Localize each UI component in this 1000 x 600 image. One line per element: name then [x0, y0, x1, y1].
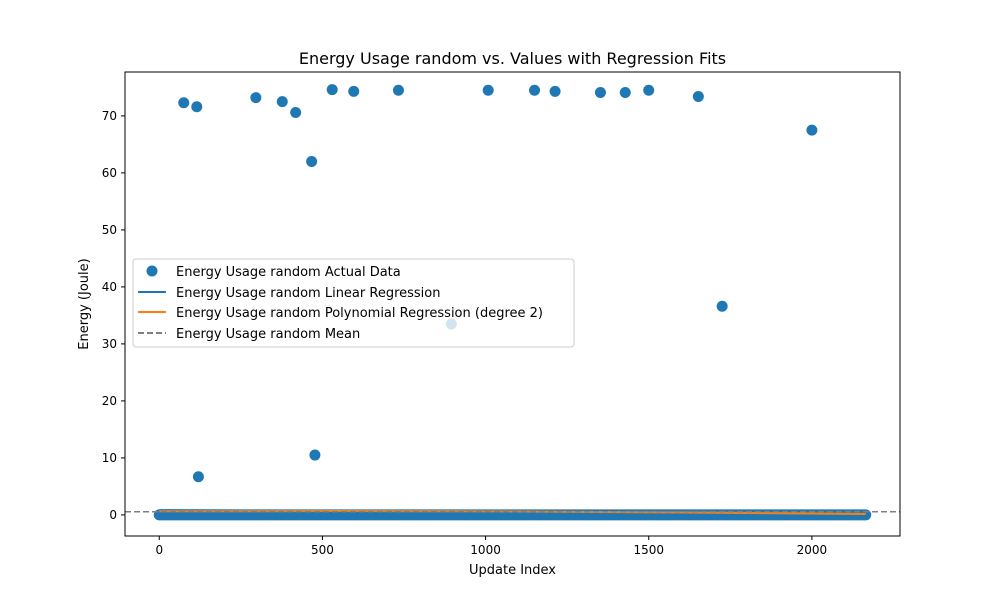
y-tick-label: 70 [102, 109, 117, 123]
data-point [348, 85, 360, 97]
legend: Energy Usage random Actual Data Energy U… [132, 258, 575, 348]
data-point [619, 87, 631, 99]
data-point [482, 84, 494, 96]
data-point [594, 87, 606, 99]
y-axis-label: Energy (Joule) [77, 258, 92, 349]
x-axis-label: Update Index [469, 563, 556, 578]
y-tick-label: 0 [109, 508, 117, 522]
y-tick-label: 20 [102, 394, 117, 408]
data-point [643, 84, 655, 96]
y-tick-label: 30 [102, 337, 117, 351]
data-point [250, 92, 262, 104]
data-point [309, 449, 321, 461]
y-tick-label: 10 [102, 451, 117, 465]
data-point [191, 101, 203, 113]
data-point [276, 96, 288, 108]
y-tick-label: 60 [102, 166, 117, 180]
data-point [716, 300, 728, 312]
axis-ticks: 0 500 1000 1500 2000 0 10 20 30 40 50 60 70 [102, 109, 827, 557]
data-point [178, 97, 190, 109]
data-point [529, 84, 541, 96]
data-point [326, 84, 338, 96]
legend-label-mean: Energy Usage random Mean [176, 327, 360, 342]
legend-label-actual-data: Energy Usage random Actual Data [176, 265, 401, 280]
x-tick-label: 2000 [797, 543, 828, 557]
data-point [392, 84, 404, 96]
x-tick-label: 0 [155, 543, 163, 557]
data-point [692, 91, 704, 103]
y-tick-label: 40 [102, 280, 117, 294]
x-tick-label: 1000 [470, 543, 501, 557]
plot-frame [124, 71, 901, 537]
legend-label-polynomial-regression: Energy Usage random Polynomial Regressio… [176, 306, 543, 321]
legend-box [132, 258, 575, 348]
data-point [290, 106, 302, 118]
data-point [192, 471, 204, 483]
x-tick-label: 1500 [633, 543, 664, 557]
legend-marker-actual-data [146, 265, 158, 277]
data-point [549, 85, 561, 97]
y-tick-label: 50 [102, 223, 117, 237]
legend-label-linear-regression: Energy Usage random Linear Regression [176, 286, 440, 301]
data-point [806, 124, 818, 136]
chart-title: Energy Usage random vs. Values with Regr… [299, 49, 726, 68]
x-tick-label: 500 [311, 543, 334, 557]
data-point [306, 155, 318, 167]
